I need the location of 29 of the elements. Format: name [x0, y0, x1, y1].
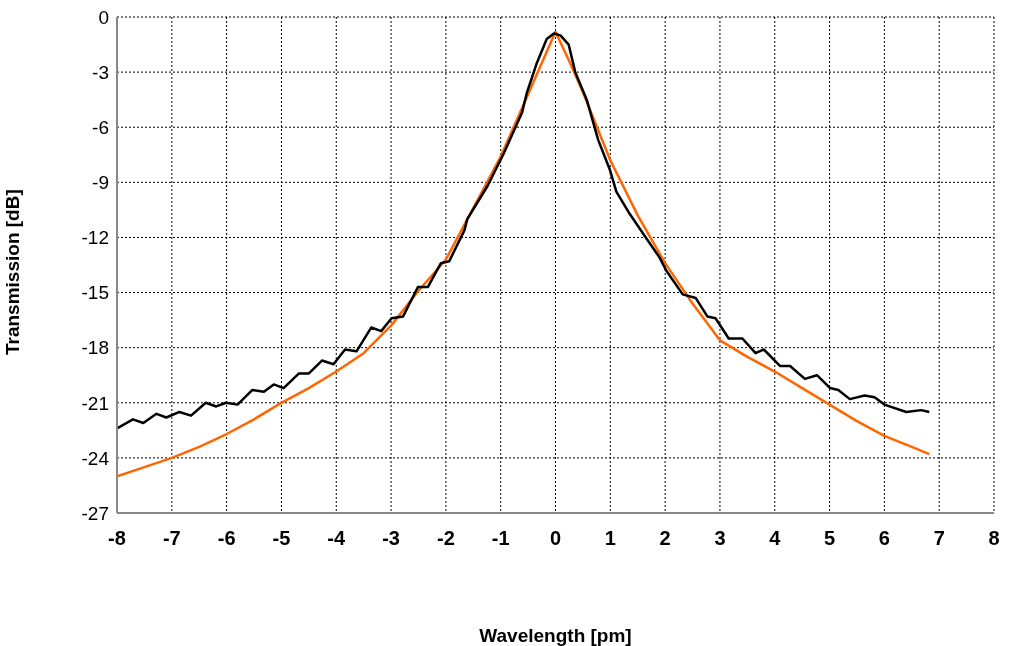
y-tick-label: -24 — [81, 447, 110, 469]
x-tick-label: 3 — [714, 527, 726, 550]
y-tick-label: -21 — [81, 392, 109, 414]
x-tick-label: 0 — [549, 527, 562, 550]
x-tick-label: 5 — [824, 527, 836, 550]
y-axis-title: Transmission [dB] — [1, 189, 23, 355]
y-tick-label: 0 — [98, 6, 109, 28]
x-tick-label: -4 — [327, 527, 347, 550]
y-tick-label: -6 — [92, 116, 109, 138]
y-tick-label: -3 — [92, 61, 109, 83]
x-axis-title: Wavelength [pm] — [479, 625, 632, 646]
x-tick-label: 6 — [878, 527, 890, 550]
y-tick-label: -27 — [81, 502, 109, 524]
x-tick-label: -1 — [491, 527, 510, 550]
x-tick-label: -5 — [272, 527, 291, 550]
x-tick-label: 1 — [604, 527, 616, 550]
x-tick-label: -7 — [162, 527, 181, 550]
y-tick-label: -12 — [81, 227, 109, 249]
x-tick-label: 2 — [659, 527, 671, 550]
y-tick-label: -15 — [81, 282, 109, 304]
x-tick-label: -6 — [217, 527, 236, 550]
x-tick-label: 7 — [933, 527, 945, 550]
x-tick-label: 8 — [988, 527, 1000, 550]
x-tick-label: -8 — [108, 527, 126, 550]
x-tick-label: -2 — [436, 527, 455, 550]
x-tick-label: -3 — [382, 527, 400, 550]
x-tick-label: 4 — [769, 527, 782, 550]
y-tick-label: -9 — [92, 172, 109, 194]
y-tick-label: -18 — [81, 337, 109, 359]
